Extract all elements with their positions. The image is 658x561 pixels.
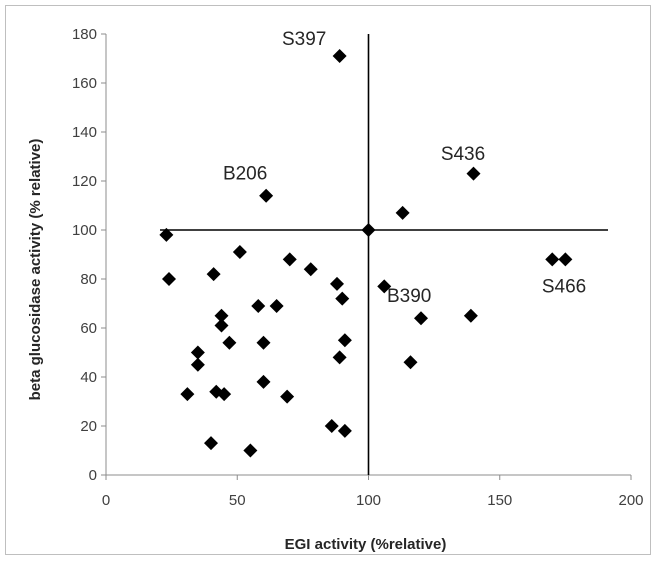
data-point — [159, 227, 174, 242]
data-point — [303, 262, 318, 277]
data-point — [256, 374, 271, 389]
x-tick-label: 100 — [356, 492, 381, 509]
y-tick-label: 80 — [80, 271, 97, 288]
data-point — [206, 267, 221, 282]
data-point — [243, 443, 258, 458]
data-point — [337, 423, 352, 438]
data-point — [259, 188, 274, 203]
y-tick-label: 180 — [72, 26, 97, 43]
y-tick-label: 60 — [80, 320, 97, 337]
data-point — [222, 335, 237, 350]
x-tick-label: 150 — [487, 492, 512, 509]
y-tick-label: 120 — [72, 173, 97, 190]
data-point — [330, 276, 344, 291]
data-point — [180, 387, 195, 402]
y-axis-title: beta glucosidase activity (% relative) — [27, 139, 44, 401]
point-annotation: B206 — [223, 164, 267, 185]
x-tick-labels: 0 50 100 150 200 — [102, 475, 644, 509]
data-point — [324, 419, 339, 433]
y-tick-label: 140 — [72, 124, 97, 141]
data-point — [403, 355, 418, 370]
data-point — [558, 252, 573, 267]
point-annotation: S466 — [542, 276, 586, 297]
y-tick-label: 100 — [72, 222, 97, 239]
x-tick-label: 50 — [229, 492, 246, 509]
data-point — [162, 272, 176, 286]
data-point — [204, 436, 218, 451]
data-point — [361, 223, 376, 237]
y-tick-label: 20 — [80, 418, 97, 435]
data-point — [280, 389, 295, 404]
point-annotation: S436 — [441, 144, 485, 165]
data-point — [251, 298, 266, 313]
data-point — [190, 345, 205, 360]
chart-frame — [5, 5, 651, 555]
data-point — [332, 49, 347, 64]
data-point — [395, 205, 410, 220]
data-point — [466, 166, 481, 181]
x-tick-label: 200 — [618, 492, 643, 509]
data-point — [335, 291, 350, 306]
data-point — [256, 335, 271, 350]
data-point — [332, 350, 347, 365]
point-annotation: S397 — [282, 29, 326, 50]
point-annotations: S397 S436 B206 B390 S466 — [223, 29, 586, 307]
y-tick-label: 160 — [72, 75, 97, 92]
reference-lines — [160, 34, 608, 475]
data-point — [414, 311, 428, 326]
point-annotation: B390 — [387, 286, 431, 307]
x-tick-label: 0 — [102, 492, 110, 509]
y-tick-label: 0 — [89, 467, 97, 484]
data-point — [377, 279, 392, 294]
data-point — [337, 333, 352, 348]
data-point — [545, 252, 560, 267]
y-tick-labels: 0 20 40 60 80 100 120 140 160 180 — [72, 26, 106, 484]
data-point — [463, 308, 478, 323]
data-point — [269, 298, 284, 313]
data-point — [214, 318, 229, 333]
data-point — [282, 252, 297, 267]
x-axis-title: EGI activity (%relative) — [285, 536, 447, 553]
data-points — [159, 49, 573, 458]
data-point — [217, 387, 232, 402]
data-point — [214, 308, 229, 323]
data-point — [190, 357, 205, 372]
y-tick-label: 40 — [80, 369, 97, 386]
data-point — [232, 245, 247, 260]
